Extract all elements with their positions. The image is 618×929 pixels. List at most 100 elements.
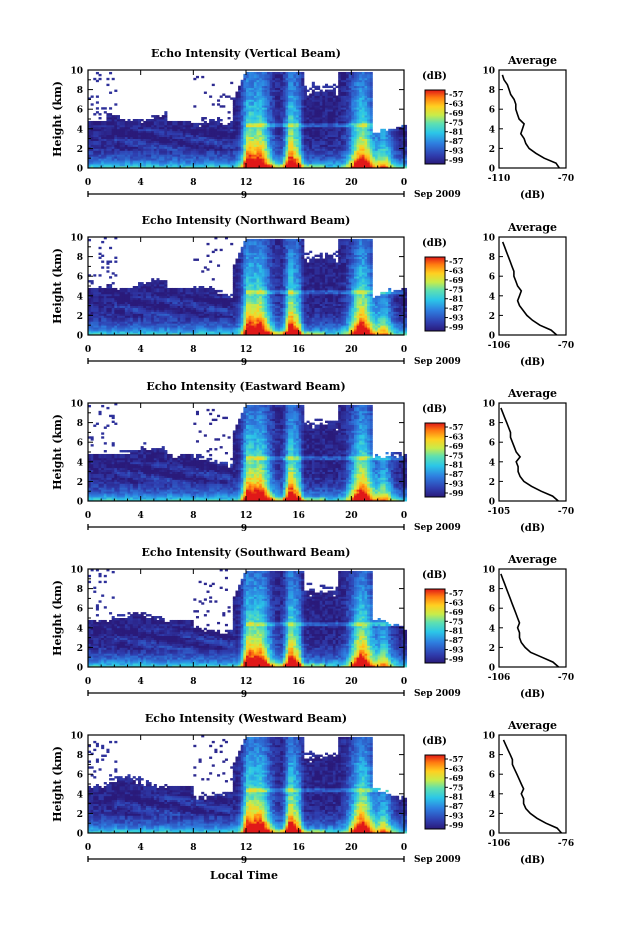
heatmap-cell [201, 123, 204, 125]
heatmap-cell [201, 117, 204, 119]
heatmap-cell [109, 72, 112, 74]
heatmap-cell [204, 117, 207, 119]
heatmap-cell [204, 92, 207, 94]
heatmap-cell [217, 99, 220, 101]
heatmap-cell [196, 76, 199, 78]
heatmap-cell [91, 103, 94, 105]
heatmap-cell [96, 101, 99, 103]
heatmap-cell [109, 107, 112, 109]
heatmap-cell [109, 113, 112, 115]
heatmap-cell [112, 115, 115, 117]
heatmap-cell [164, 111, 167, 113]
heatmap-cell [106, 78, 109, 80]
heatmap-cell [109, 92, 112, 94]
heatmap-cell [225, 95, 228, 97]
heatmap-cell [104, 121, 107, 123]
heatmap-cell [156, 115, 159, 117]
heatmap-cell [233, 97, 236, 99]
heatmap-cell [241, 80, 244, 82]
heatmap-cell [99, 113, 102, 115]
heatmap-cell [151, 119, 154, 121]
heatmap-cell [199, 127, 202, 129]
heatmap-cell [212, 103, 215, 105]
heatmap-cell [196, 123, 199, 125]
heatmap-cell [96, 121, 99, 123]
heatmap-cell [209, 119, 212, 121]
heatmap-cell [207, 123, 210, 125]
heatmap-cell [159, 117, 162, 119]
heatmap-cell [188, 121, 191, 123]
heatmap-cell [191, 123, 194, 125]
heatmap-cell [125, 121, 128, 123]
heatmap-cell [220, 105, 223, 107]
heatmap-cell [228, 111, 231, 113]
heatmap-cell [101, 121, 104, 123]
heatmap-cell [112, 78, 115, 80]
heatmap-cell [114, 90, 117, 92]
heatmap-cell [225, 125, 228, 127]
heatmap-cell [141, 123, 144, 125]
heatmap-cell [183, 121, 186, 123]
heatmap-cell [106, 84, 109, 86]
heatmap-cell [235, 92, 238, 94]
heatmap-cell [249, 72, 252, 74]
heatmap-cell [201, 76, 204, 78]
heatmap-cell [96, 111, 99, 113]
heatmap-cell [151, 115, 154, 117]
heatmap-cell [135, 119, 138, 121]
heatmap-cell [185, 121, 188, 123]
heatmap-cell [199, 123, 202, 125]
heatmap-cell [220, 95, 223, 97]
echo-intensity-figure: Echo Intensity (Vertical Beam)0246810Hei… [0, 0, 618, 929]
panel-1: Echo Intensity (Vertical Beam)0246810Hei… [51, 47, 574, 201]
heatmap-cell [96, 107, 99, 109]
heatmap-cell [230, 82, 233, 84]
heatmap-cell [222, 105, 225, 107]
heatmap-cell [204, 121, 207, 123]
heatmap-cell [120, 119, 123, 121]
heatmap-cell [143, 121, 146, 123]
heatmap-cell [170, 121, 173, 123]
heatmap-cell [209, 95, 212, 97]
heatmap-cell [257, 72, 260, 74]
heatmap-cell [180, 121, 183, 123]
heatmap-cell [99, 78, 102, 80]
heatmap-cell [193, 123, 196, 125]
panel-title: Echo Intensity (Vertical Beam) [151, 47, 341, 60]
heatmap-cell [93, 121, 96, 123]
heatmap-cell [222, 94, 225, 96]
heatmap-cell [212, 84, 215, 86]
heatmap-cell [167, 121, 170, 123]
heatmap-cell [133, 119, 136, 121]
heatmap-cell [251, 72, 254, 74]
heatmap-cell [238, 86, 241, 88]
heatmap-cell [104, 107, 107, 109]
heatmap-cell [220, 119, 223, 121]
heatmap-cell [228, 95, 231, 97]
heatmap-cell [96, 72, 99, 74]
heatmap-cell [217, 103, 220, 105]
heatmap-cell [91, 95, 94, 97]
heatmap-cell [122, 119, 125, 121]
heatmap-cell [228, 117, 231, 119]
heatmap-cell [99, 74, 102, 76]
heatmap-cell [93, 78, 96, 80]
heatmap-cell [93, 113, 96, 115]
heatmap-cell [193, 105, 196, 107]
heatmap-cell [214, 121, 217, 123]
heatmap-cell [230, 121, 233, 123]
heatmap-cell [114, 103, 117, 105]
heatmap-cell [141, 119, 144, 121]
heatmap-cell [130, 121, 133, 123]
heatmap-cell [228, 123, 231, 125]
heatmap-cell [101, 107, 104, 109]
heatmap-cell [154, 115, 157, 117]
heatmap-cell [230, 97, 233, 99]
heatmap-cell [178, 121, 181, 123]
heatmap-cell [193, 78, 196, 80]
heatmap-cell [146, 119, 149, 121]
heatmap-cell [114, 115, 117, 117]
heatmap-cell [217, 117, 220, 119]
heatmap-cell [162, 115, 165, 117]
heatmap-cell [149, 119, 152, 121]
